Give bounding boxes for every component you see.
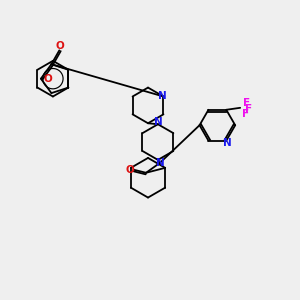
Text: F: F xyxy=(242,98,250,108)
Text: O: O xyxy=(56,41,65,51)
Text: N: N xyxy=(154,117,162,127)
Text: N: N xyxy=(158,91,167,100)
Text: F: F xyxy=(244,104,252,114)
Text: N: N xyxy=(223,138,232,148)
Text: O: O xyxy=(126,165,135,175)
Text: F: F xyxy=(242,109,249,119)
Text: O: O xyxy=(44,74,52,84)
Text: N: N xyxy=(155,158,164,168)
